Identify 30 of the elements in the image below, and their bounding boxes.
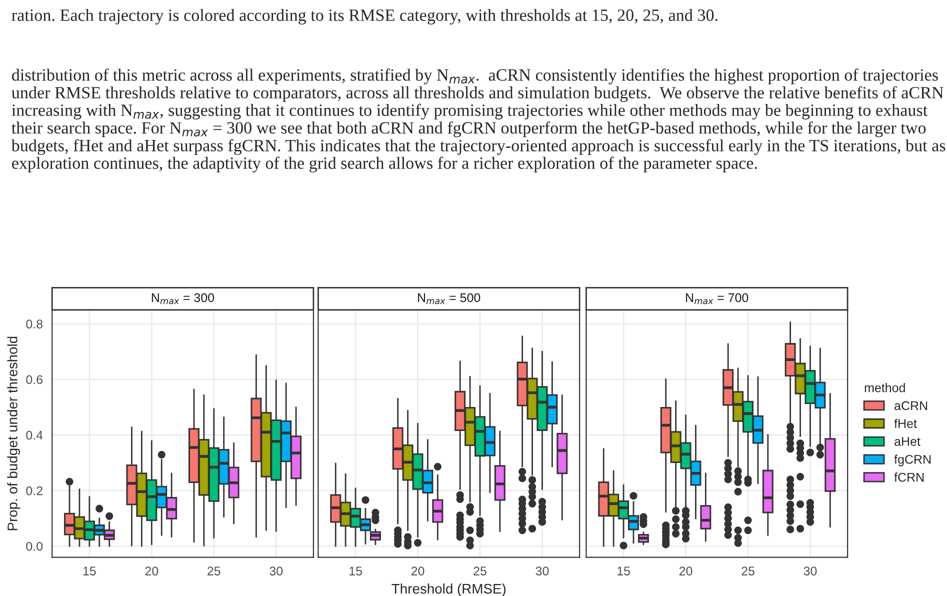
x-tick-label: 25 <box>474 566 486 576</box>
y-tick-label: 0.2 <box>26 486 42 496</box>
chart-title: N$_{max}$ = 500 <box>418 293 480 304</box>
x-tick-label: 15 <box>350 566 362 576</box>
x-tick-label: 20 <box>679 566 692 576</box>
legend-label: fHet <box>894 418 917 428</box>
legend-label: aCRN <box>894 401 928 410</box>
y-tick-label: 0.4 <box>26 430 43 440</box>
x-tick-label: 20 <box>145 566 158 576</box>
legend-label: fCRN <box>894 472 924 482</box>
x-tick-label: 30 <box>536 566 549 576</box>
chart-title: N$_{max}$ = 700 <box>686 293 748 304</box>
legend-label: aHet <box>894 437 920 446</box>
x-tick-label: 30 <box>804 566 817 576</box>
x-tick-label: 15 <box>618 566 630 576</box>
x-tick-label: 25 <box>742 566 754 576</box>
y-tick-label: 0.6 <box>26 375 43 384</box>
x-tick-label: 30 <box>270 566 283 576</box>
text: distribution of this metric across all experiments, stratified by N$_{max}$. aCRN consistently identifies the highest proportion of trajectories under RMSE thresholds relative to comparators, across all thresholds and simulation budgets. We observe the relative benefits of aCRN increasing with N$_{max}$, suggesting that it continues to identify promising trajectories while other methods may be beginning to exhaust their search space. For N$_{max}$ = 300 we see that both aCRN and fgCRN outperform the hetGP-based methods, while for the larger two budgets, fHet and aHet surpass fgCRN. This indicates that the trajectory-oriented approach is successful early in the TS iterations, but as exploration continues, the adaptivity of the grid search allows for a richer exploration of the parameter space. <box>11 68 946 172</box>
legend-title: method <box>864 383 905 392</box>
x-tick-label: 25 <box>208 566 220 576</box>
chart-title: N$_{max}$ = 300 <box>152 293 214 304</box>
legend-label: fgCRN <box>894 454 931 466</box>
x-tick-label: 20 <box>411 566 424 576</box>
x-tick-label: 15 <box>83 566 96 576</box>
y-tick-label: 0.8 <box>26 320 43 328</box>
y-tick-label: 0.0 <box>26 542 43 551</box>
y-axis-title: Prop. of budget under threshold <box>7 336 20 530</box>
x-axis-title: Threshold (RMSE) <box>392 583 506 596</box>
text: ration. Each trajectory is colored according to its RMSE category, with thresholds at 15, 20, 25, and 30. <box>12 8 718 24</box>
